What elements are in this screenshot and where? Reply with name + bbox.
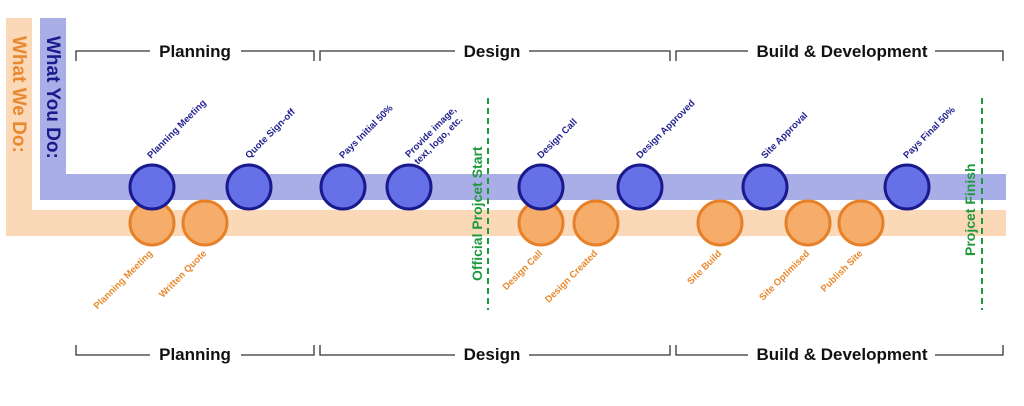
client-step-label: Site Approval <box>759 110 810 161</box>
client-step-design-approved <box>616 163 664 211</box>
team-steps <box>128 199 885 247</box>
team-track-title: What We Do: <box>8 36 29 153</box>
team-step-label: Written Quote <box>157 248 209 300</box>
client-step-label: Planning Meeting <box>145 98 209 162</box>
client-step-label: Pays Final 50% <box>901 104 958 161</box>
phase-label-build-top: Build & Development <box>757 42 928 61</box>
client-step-planning-meeting <box>128 163 176 211</box>
team-step-design-created <box>572 199 620 247</box>
team-step-label: Design Call <box>501 248 545 292</box>
client-steps <box>128 163 931 211</box>
team-band-vertical <box>6 18 32 236</box>
project-start-label: Official Projcet Start <box>469 146 485 281</box>
team-step-label: Publish Site <box>819 248 865 294</box>
team-step-label: Site Optimised <box>757 248 812 303</box>
client-step-label: Design Approved <box>634 98 697 161</box>
client-step-pays-initial <box>319 163 367 211</box>
team-step-written-quote <box>181 199 229 247</box>
client-step-label: Design Call <box>535 117 579 161</box>
client-step-label: Pays Initial 50% <box>337 103 396 162</box>
team-step-publish-site <box>837 199 885 247</box>
phase-label-design-top: Design <box>464 42 521 61</box>
team-step-label: Planning Meeting <box>92 248 156 312</box>
client-step-provide-content <box>385 163 433 211</box>
client-step-quote-sign-off <box>225 163 273 211</box>
client-track-title: What You Do: <box>42 36 63 159</box>
client-step-label: Quote Sign-off <box>243 106 298 161</box>
client-band-vertical <box>40 18 66 200</box>
team-step-site-optimised <box>784 199 832 247</box>
team-step-label: Design Created <box>543 248 600 305</box>
phase-label-design-bottom: Design <box>464 345 521 364</box>
team-step-site-build <box>696 199 744 247</box>
project-finish-label: Projcet Finish <box>962 163 978 256</box>
client-step-pays-final <box>883 163 931 211</box>
phase-label-planning-bottom: Planning <box>159 345 231 364</box>
bottom-phase-brackets <box>75 345 1004 356</box>
client-step-design-call <box>517 163 565 211</box>
phase-label-planning-top: Planning <box>159 42 231 61</box>
team-step-label: Site Build <box>685 248 724 287</box>
top-phase-brackets <box>75 50 1004 61</box>
client-step-site-approval <box>741 163 789 211</box>
phase-label-build-bottom: Build & Development <box>757 345 928 364</box>
